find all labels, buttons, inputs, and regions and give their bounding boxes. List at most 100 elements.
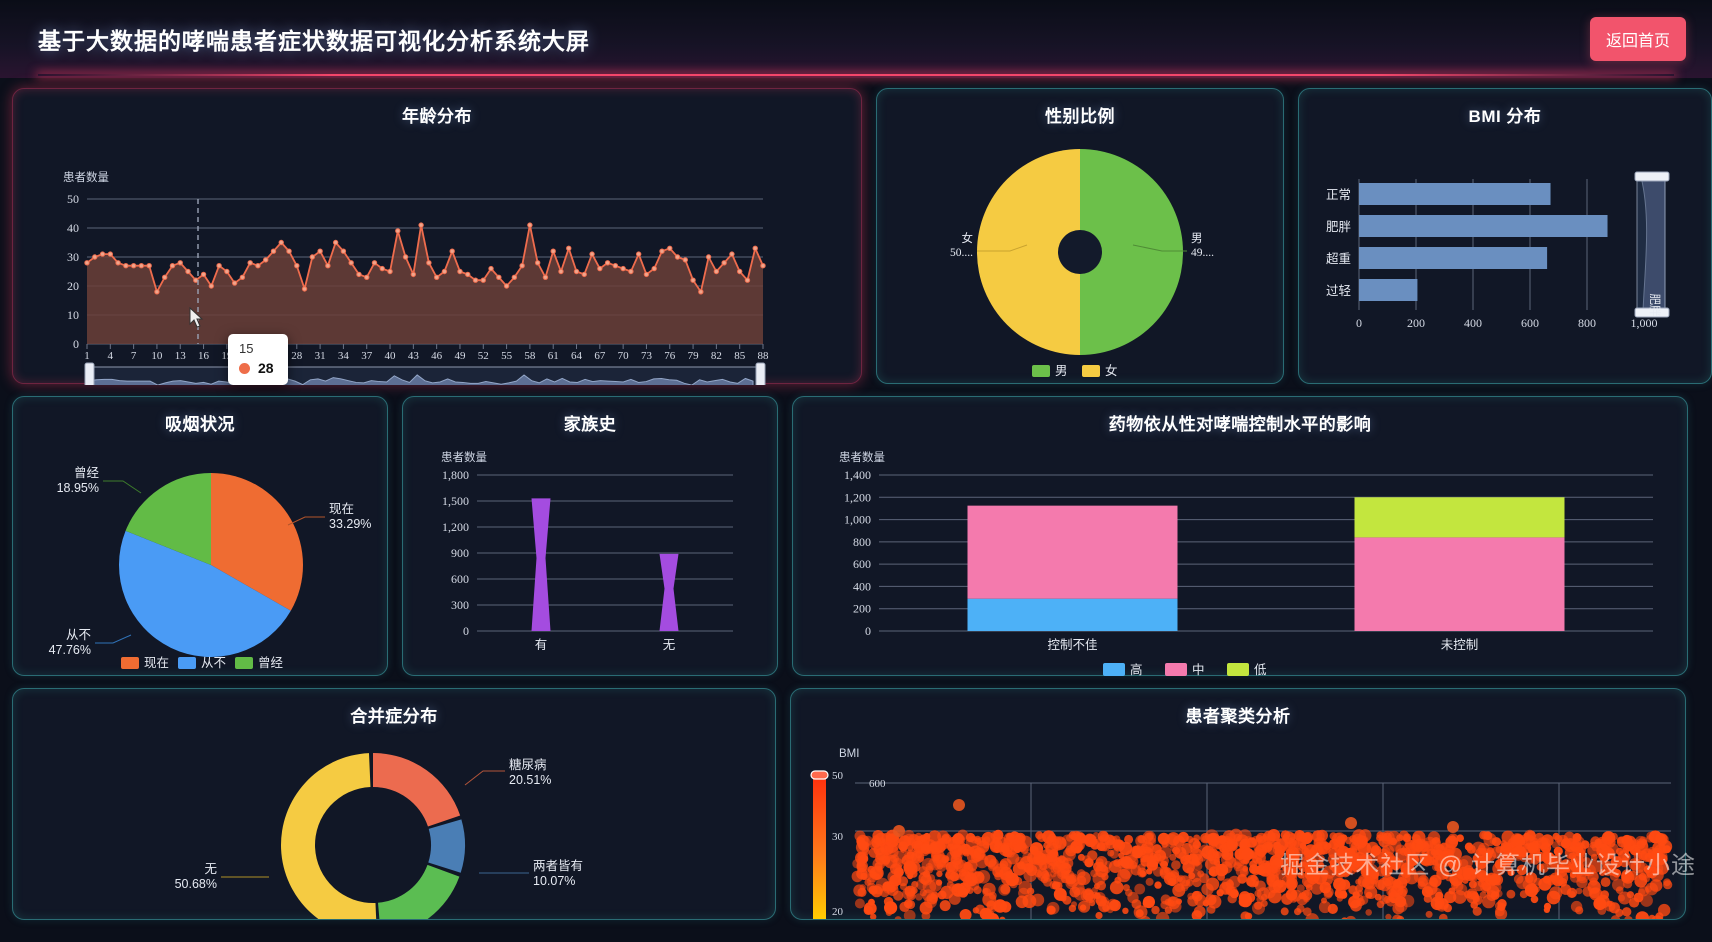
cluster-point[interactable] [1415, 838, 1423, 845]
cluster-point[interactable] [1114, 839, 1124, 849]
cluster-point[interactable] [1043, 862, 1055, 874]
cluster-point[interactable] [1575, 906, 1584, 915]
cluster-point[interactable] [1137, 863, 1146, 872]
gender-slice-female[interactable] [977, 149, 1080, 355]
cluster-point[interactable] [1636, 840, 1646, 849]
cluster-point[interactable] [1079, 904, 1087, 911]
cluster-point[interactable] [1286, 867, 1297, 878]
cluster-point[interactable] [972, 907, 980, 914]
comorbidity-slice[interactable] [281, 753, 377, 920]
gender-legend-swatch-female[interactable] [1082, 365, 1100, 377]
cluster-point[interactable] [1005, 870, 1014, 879]
cluster-point[interactable] [1253, 839, 1267, 853]
cluster-point[interactable] [1595, 894, 1610, 909]
cluster-point[interactable] [1539, 863, 1549, 873]
cluster-point[interactable] [1225, 856, 1237, 868]
cluster-point[interactable] [1590, 853, 1598, 861]
cluster-point[interactable] [1286, 878, 1296, 888]
cluster-point[interactable] [988, 891, 997, 900]
cluster-point[interactable] [876, 865, 883, 873]
cluster-point[interactable] [1473, 880, 1485, 892]
adherence-legend[interactable]: 高中低 [1103, 662, 1267, 677]
cluster-point[interactable] [1484, 849, 1497, 862]
cluster-point[interactable] [1164, 867, 1171, 875]
cluster-point[interactable] [1378, 858, 1393, 872]
cluster-point[interactable] [1068, 831, 1077, 840]
cluster-point[interactable] [1310, 855, 1324, 869]
age-data-zoom-slider[interactable] [84, 362, 766, 400]
cluster-point[interactable] [920, 874, 932, 886]
cluster-point[interactable] [1167, 896, 1181, 910]
cluster-point[interactable] [873, 873, 880, 880]
cluster-point[interactable] [1577, 849, 1586, 858]
cluster-point[interactable] [999, 860, 1009, 870]
cluster-point[interactable] [1305, 913, 1319, 920]
cluster-point[interactable] [1421, 886, 1434, 898]
cluster-point[interactable] [1082, 855, 1091, 864]
adherence-bar-segment[interactable] [967, 505, 1178, 599]
cluster-point[interactable] [1268, 880, 1281, 894]
cluster-point[interactable] [1018, 880, 1033, 895]
cluster-point[interactable] [1192, 840, 1202, 849]
cluster-point[interactable] [1530, 895, 1539, 904]
cluster-point[interactable] [1142, 899, 1152, 908]
cluster-point[interactable] [1519, 890, 1528, 899]
cluster-point[interactable] [1634, 874, 1648, 888]
cluster-point[interactable] [1444, 891, 1457, 904]
cluster-point[interactable] [1570, 860, 1584, 874]
cluster-point[interactable] [1091, 886, 1098, 894]
cluster-point[interactable] [1596, 843, 1610, 858]
adherence-legend-swatch[interactable] [1227, 663, 1249, 676]
cluster-point[interactable] [1249, 860, 1257, 869]
cluster-point[interactable] [1031, 893, 1045, 907]
cluster-point[interactable] [1297, 871, 1305, 879]
cluster-point[interactable] [858, 840, 868, 851]
family-bar[interactable] [531, 498, 551, 631]
comorbidity-slice[interactable] [428, 819, 466, 873]
cluster-point[interactable] [1651, 915, 1664, 920]
cluster-point[interactable] [1371, 872, 1378, 880]
cluster-point[interactable] [1546, 852, 1553, 860]
cluster-point[interactable] [1656, 850, 1668, 863]
cluster-point[interactable] [1575, 887, 1583, 895]
cluster-scatter-chart[interactable]: BMI 50 30 20 [791, 727, 1685, 920]
cluster-point[interactable] [1554, 834, 1563, 843]
cluster-point[interactable] [1456, 834, 1464, 842]
cluster-point[interactable] [1525, 874, 1534, 884]
cluster-point[interactable] [1205, 894, 1217, 906]
cluster-point[interactable] [935, 879, 943, 886]
cluster-point[interactable] [1365, 909, 1372, 916]
cluster-point[interactable] [1142, 854, 1151, 863]
cluster-point[interactable] [963, 861, 972, 870]
cluster-point[interactable] [1155, 911, 1170, 920]
cluster-point[interactable] [1161, 840, 1169, 848]
cluster-point[interactable] [1212, 851, 1220, 859]
cluster-point[interactable] [1398, 830, 1409, 841]
cluster-point[interactable] [857, 852, 867, 863]
cluster-point[interactable] [1516, 864, 1528, 876]
return-home-button[interactable]: 返回首页 [1589, 17, 1686, 61]
cluster-point[interactable] [1140, 916, 1151, 920]
cluster-point[interactable] [1074, 887, 1088, 901]
cluster-point[interactable] [1280, 907, 1289, 916]
cluster-point[interactable] [1333, 877, 1346, 891]
cluster-point[interactable] [1012, 837, 1026, 851]
cluster-point[interactable] [919, 901, 933, 915]
cluster-point[interactable] [1476, 871, 1483, 878]
cluster-point[interactable] [1063, 870, 1075, 881]
cluster-point[interactable] [1336, 835, 1346, 845]
cluster-point[interactable] [1538, 837, 1551, 850]
cluster-point[interactable] [1355, 884, 1363, 893]
cluster-point[interactable] [992, 829, 1004, 841]
cluster-point[interactable] [1388, 888, 1397, 898]
cluster-point[interactable] [1187, 853, 1199, 865]
cluster-point[interactable] [913, 840, 923, 849]
cluster-point[interactable] [1041, 870, 1049, 879]
cluster-point[interactable] [1464, 842, 1474, 851]
cluster-point[interactable] [1643, 865, 1652, 874]
cluster-point[interactable] [1429, 877, 1438, 887]
cluster-point[interactable] [854, 898, 865, 909]
family-history-chart[interactable]: 患者数量 03006009001,2001,5001,800 有无 [403, 435, 777, 677]
cluster-point[interactable] [1296, 884, 1305, 893]
bmi-bar[interactable] [1359, 183, 1551, 205]
